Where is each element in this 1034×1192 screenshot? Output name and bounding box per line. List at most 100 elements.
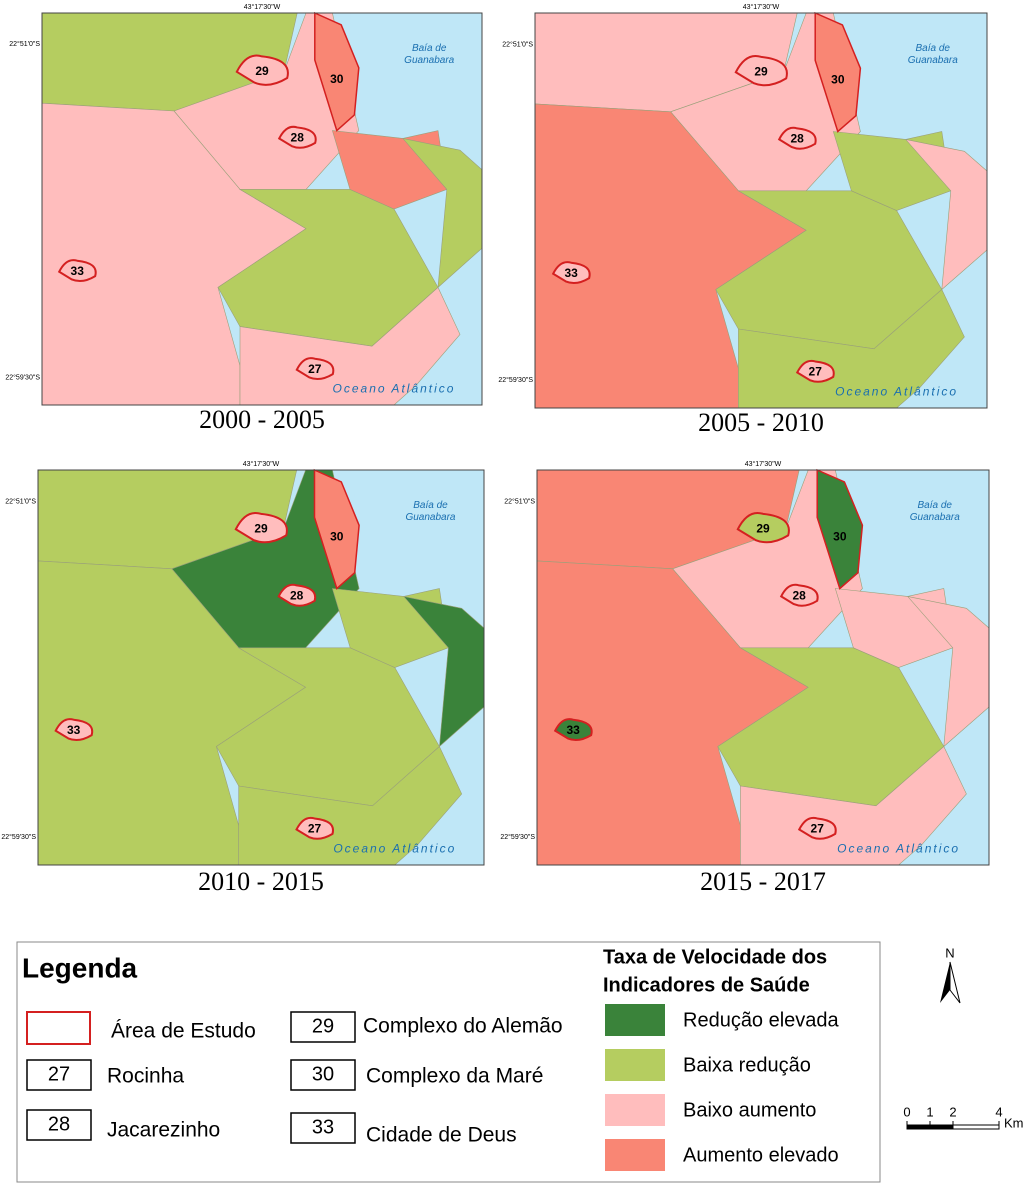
study-area-swatch [26, 1011, 91, 1045]
water [853, 470, 989, 617]
area-code-box [26, 1059, 92, 1091]
area-name: Complexo do Alemão [363, 1015, 563, 1038]
water [851, 13, 987, 160]
legend-box [16, 941, 881, 1183]
area-name: Cidade de Deus [366, 1124, 517, 1147]
area-label: 30 [330, 529, 344, 543]
region [816, 468, 864, 590]
study-area [553, 718, 593, 741]
study-area [235, 54, 289, 86]
latitude-label: 22°51'0"S [504, 497, 535, 505]
study-area [54, 718, 94, 741]
study-area [295, 357, 335, 381]
study-area [797, 816, 837, 840]
latitude-label: 22°51'0"S [9, 40, 40, 48]
north-arrow-half [949, 961, 961, 1004]
area-label: 33 [67, 723, 81, 737]
area-label: 33 [564, 266, 578, 280]
bay-label: Baía de [413, 500, 448, 511]
classes-title: Taxa de Velocidade dos [603, 946, 827, 968]
longitude-label: 43°17'30"W [243, 460, 280, 468]
ocean-label: Oceano Atlântico [837, 841, 960, 855]
class-swatch [605, 1139, 665, 1171]
map-panel: 27 28 29 30 33 43°17'30"W 22°51'0"S 22°59'30"S B… [500, 460, 990, 896]
latitude-label: 22°59'30"S [498, 376, 533, 384]
latitude-label: 22°59'30"S [500, 833, 535, 841]
area-code-box [26, 1109, 92, 1141]
longitude-label: 43°17'30"W [745, 460, 782, 468]
map-frame [37, 469, 485, 866]
class-swatch [605, 1049, 665, 1081]
water [896, 250, 987, 408]
area-code: 30 [312, 1063, 334, 1085]
ocean-label: Oceano Atlântico [835, 384, 958, 398]
latitude-label: 22°51'0"S [5, 497, 36, 505]
map-caption: 2010 - 2015 [198, 867, 324, 896]
area-label: 27 [809, 365, 823, 379]
area-name: Rocinha [107, 1065, 184, 1088]
study-area [551, 261, 591, 284]
map-panel: 27 28 29 30 33 43°17'30"W 22°51'0"S 22°59'30"S B… [5, 3, 483, 434]
area-code: 33 [312, 1116, 334, 1138]
map-panel: 27 28 29 30 33 43°17'30"W 22°51'0"S 22°59'30"S B… [498, 3, 988, 437]
map-caption: 2015 - 2017 [700, 867, 826, 896]
area-label: 28 [290, 589, 304, 603]
water [394, 707, 484, 865]
bay-label: Guanabara [910, 512, 960, 523]
area-label: 28 [790, 132, 804, 146]
region [313, 468, 360, 590]
latitude-label: 22°51'0"S [502, 40, 533, 48]
study-area [779, 583, 819, 607]
class-swatch [605, 1094, 665, 1126]
area-name: Complexo da Maré [366, 1065, 543, 1088]
study-area [777, 126, 817, 150]
latitude-label: 22°59'30"S [1, 833, 36, 841]
class-swatch [605, 1004, 665, 1036]
bay-label: Guanabara [405, 512, 455, 523]
scale-tick-label: 2 [949, 1104, 956, 1119]
study-area [277, 583, 317, 607]
area-label: 27 [308, 362, 322, 376]
study-area [234, 512, 288, 544]
legend-title: Legenda [22, 952, 138, 983]
water [350, 470, 484, 617]
class-label: Aumento elevado [683, 1144, 839, 1166]
area-code: 28 [48, 1113, 70, 1135]
area-code-box [290, 1011, 356, 1043]
scale-tick-label: 4 [995, 1104, 1002, 1119]
ocean-label: Oceano Atlântico [333, 841, 456, 855]
longitude-label: 43°17'30"W [743, 3, 780, 11]
scale-tick-label: 1 [926, 1104, 933, 1119]
water [898, 707, 989, 865]
study-area [795, 359, 835, 383]
area-label: 29 [754, 64, 768, 78]
class-label: Baixo aumento [683, 1099, 816, 1121]
bay-label: Guanabara [908, 55, 958, 66]
study-area [734, 55, 788, 87]
water [394, 248, 482, 405]
study-area [295, 816, 335, 840]
area-label: 29 [756, 521, 770, 535]
area-label: 28 [291, 131, 305, 145]
classes-title: Indicadores de Saúde [603, 974, 810, 996]
water [350, 13, 482, 158]
bay-label: Guanabara [404, 55, 454, 66]
bay-label: Baía de [916, 43, 951, 54]
class-label: Redução elevada [683, 1009, 840, 1031]
north-label: N [945, 945, 954, 960]
area-code-box [290, 1112, 356, 1144]
area-label: 33 [71, 264, 85, 278]
area-code-box [290, 1059, 356, 1091]
area-label: 29 [254, 521, 268, 535]
longitude-label: 43°17'30"W [244, 3, 281, 11]
region [814, 11, 862, 133]
map-caption: 2000 - 2005 [199, 405, 325, 434]
area-code: 27 [48, 1063, 70, 1085]
map-panel: 27 28 29 30 33 43°17'30"W 22°51'0"S 22°59'30"S B… [1, 460, 485, 896]
ocean-label: Oceano Atlântico [333, 381, 456, 395]
scale-unit: Km [1004, 1115, 1024, 1130]
study-area [277, 125, 317, 149]
region [314, 11, 360, 132]
study-area [736, 512, 790, 544]
